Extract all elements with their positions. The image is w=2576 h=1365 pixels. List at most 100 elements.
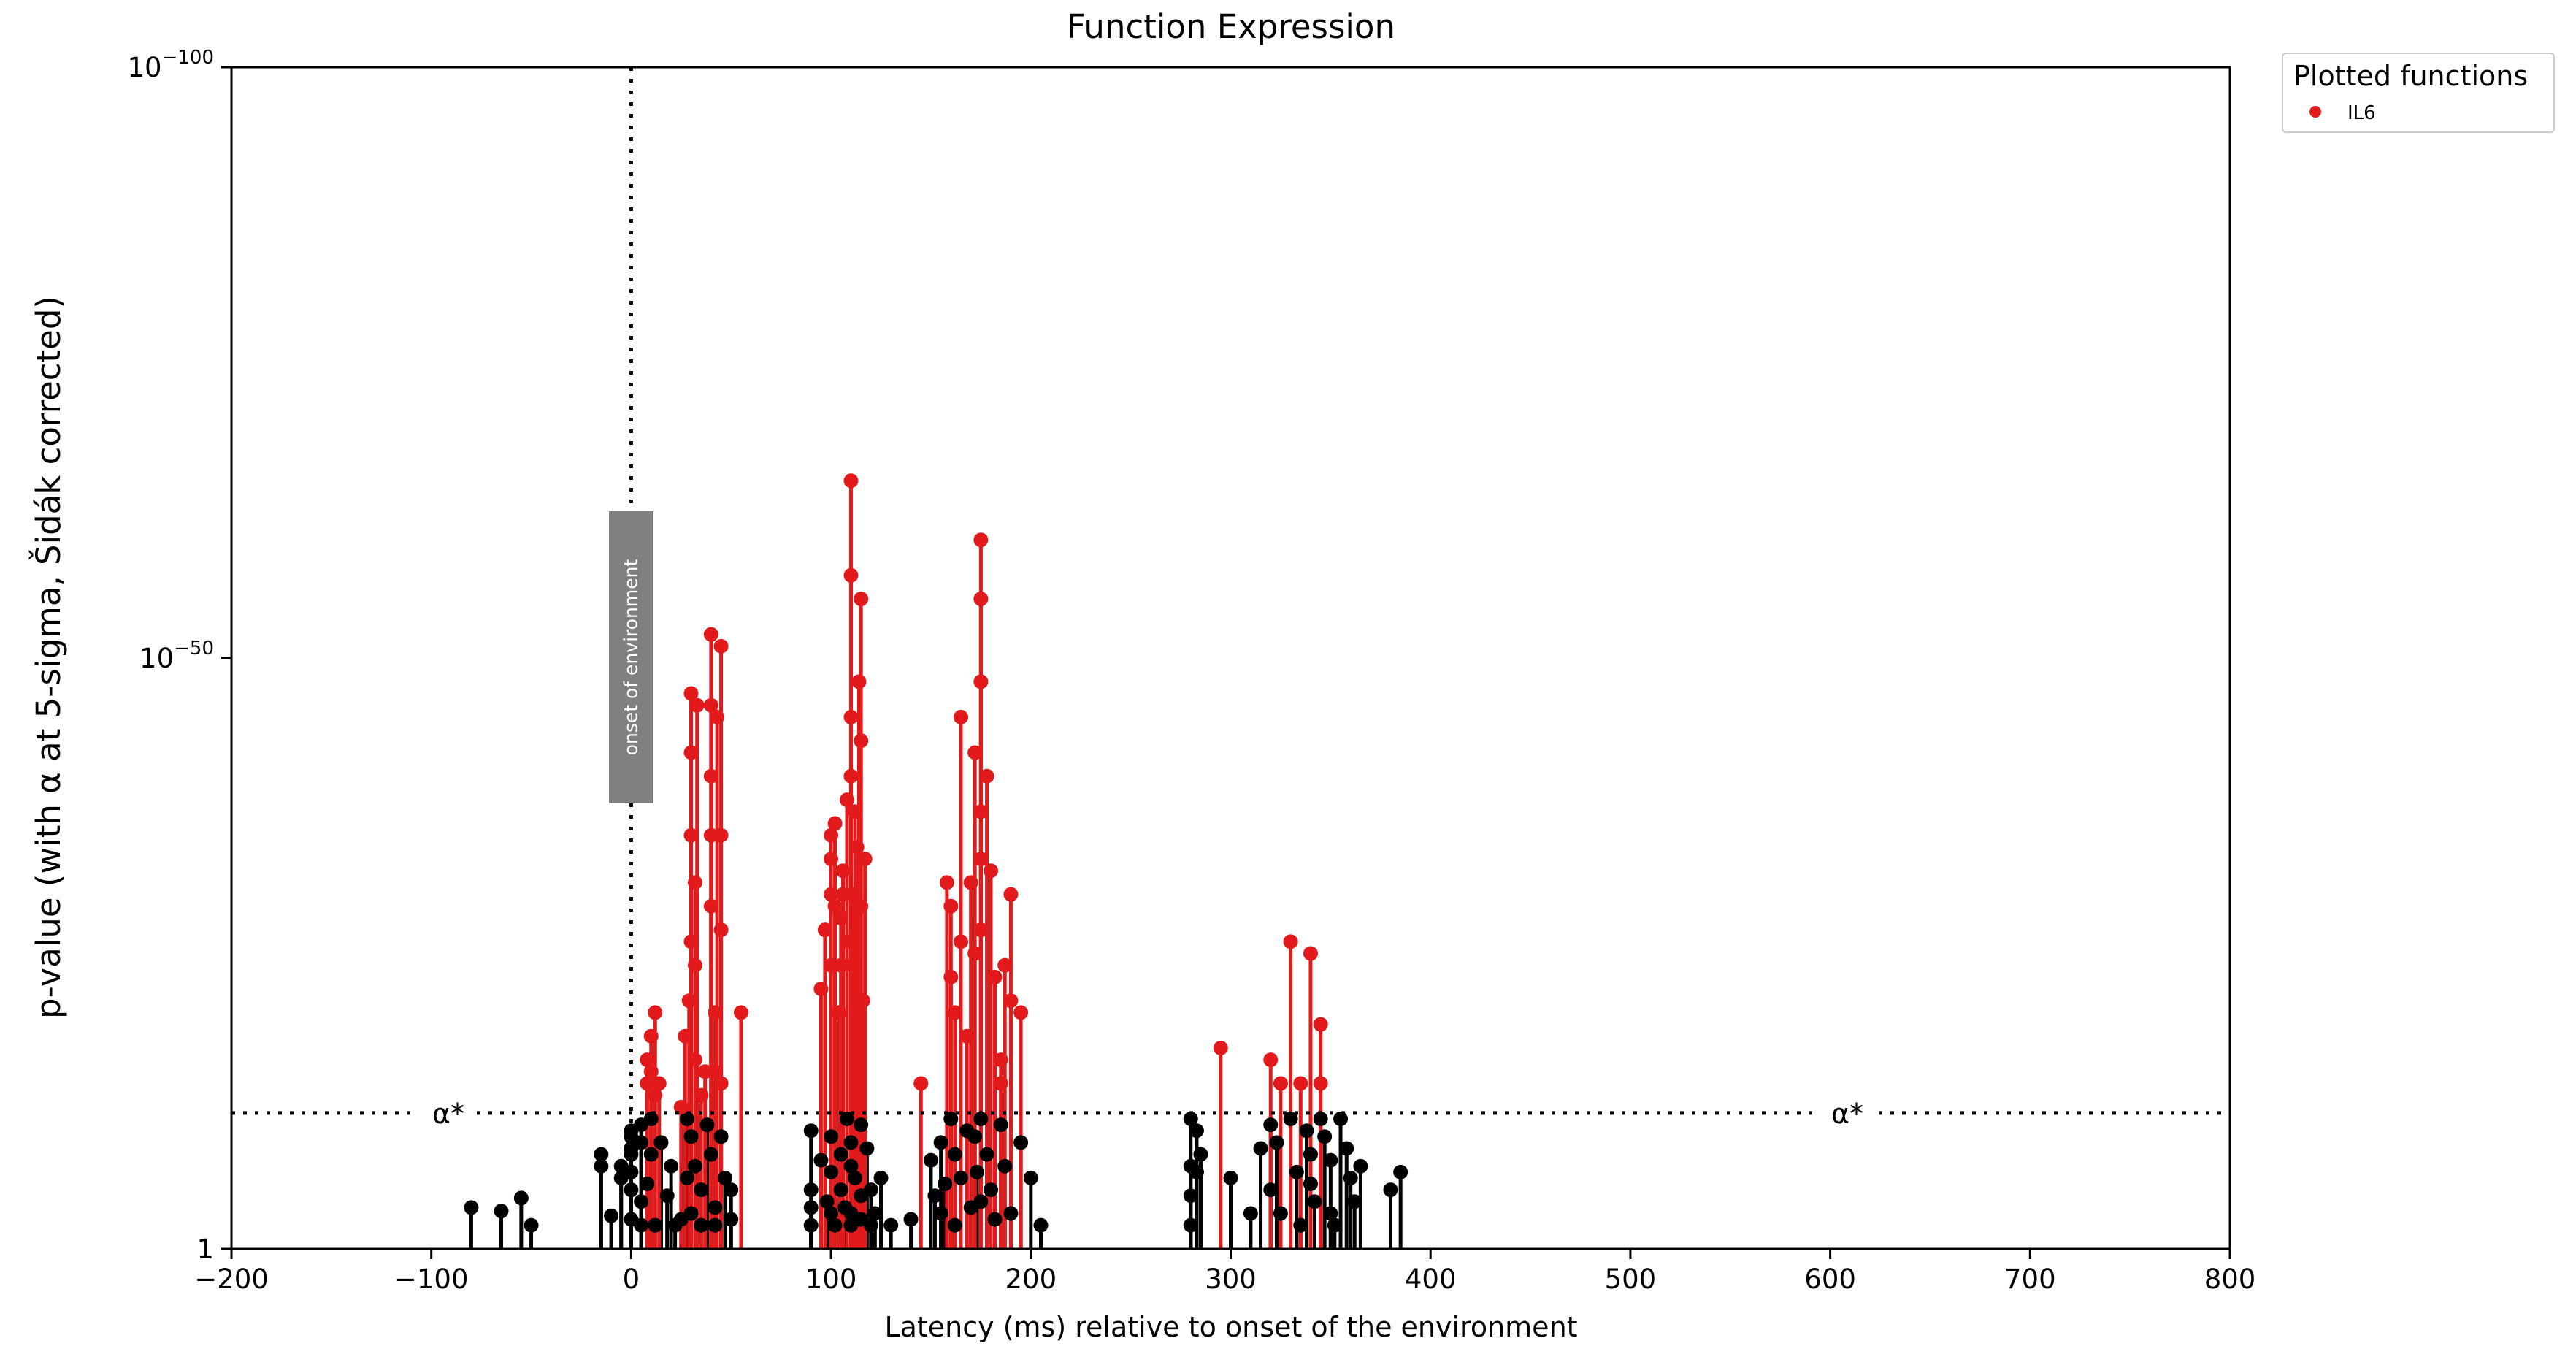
significant-point [683,745,699,760]
significant-point [987,969,1003,984]
nonsignificant-point [683,1129,699,1144]
nonsignificant-point [1307,1194,1322,1209]
nonsignificant-point [1183,1188,1198,1204]
nonsignificant-point [703,1147,718,1162]
nonsignificant-point [1299,1123,1314,1139]
nonsignificant-point [993,1117,1008,1133]
significant-point [954,709,969,724]
nonsignificant-point [824,1164,839,1179]
nonsignificant-point [1003,1206,1019,1221]
nonsignificant-point [954,1170,969,1185]
significant-point [824,852,839,867]
significant-point [973,592,989,607]
nonsignificant-point [1327,1217,1342,1233]
nonsignificant-point [973,1112,989,1127]
nonsignificant-point [819,1194,835,1209]
significant-point [1013,1005,1029,1020]
nonsignificant-point [843,1135,859,1150]
significant-point [643,1028,659,1044]
plot-frame [230,66,2231,1250]
nonsignificant-point [979,1147,994,1162]
significant-point [851,674,867,689]
significant-point [1273,1076,1288,1091]
significant-point [683,934,699,949]
significant-point [824,827,839,843]
legend-marker-il6 [2309,106,2321,118]
significant-point [1003,993,1019,1009]
significant-point [959,1028,975,1044]
alpha-label-bg-right [1818,1096,1877,1132]
significant-point [839,934,854,949]
nonsignificant-point [1013,1135,1029,1150]
significant-point [843,709,859,724]
nonsignificant-point [640,1177,655,1192]
significant-point [713,922,729,938]
nonsignificant-point [687,1158,702,1174]
nonsignificant-point [947,1217,962,1233]
nonsignificant-point [1347,1194,1362,1209]
significant-point [694,1087,709,1103]
significant-point [824,887,839,902]
y-tick-label: 10−100 [127,47,214,83]
significant-point [683,827,699,843]
nonsignificant-point [1273,1206,1288,1221]
significant-point [847,804,862,819]
nonsignificant-point [938,1177,953,1192]
nonsignificant-point [708,1217,723,1233]
significant-point [713,1076,729,1091]
significant-point [1313,1017,1328,1032]
nonsignificant-point [718,1170,733,1185]
nonsignificant-point [1243,1206,1258,1221]
significant-point [1263,1052,1279,1068]
nonsignificant-point [524,1217,539,1233]
significant-point [973,674,989,689]
nonsignificant-point [967,1129,983,1144]
significant-point [683,686,699,701]
nonsignificant-point [1333,1112,1349,1127]
y-axis-label: p-value (with α at 5-sigma, Šidák correc… [29,296,68,1019]
significant-point [703,627,718,642]
significant-point [1313,1076,1328,1091]
nonsignificant-point [1223,1170,1238,1185]
significant-point [843,768,859,784]
significant-point [703,697,718,713]
significant-point [943,969,959,984]
significant-point [687,875,702,890]
nonsignificant-point [1269,1135,1284,1150]
x-tick-label: −100 [394,1263,469,1295]
nonsignificant-point [1189,1164,1204,1179]
significant-point [1293,1076,1308,1091]
significant-point [993,1052,1008,1068]
nonsignificant-point [1263,1117,1279,1133]
x-tick-label: 800 [2204,1263,2256,1295]
nonsignificant-point [803,1123,819,1139]
significant-point [973,532,989,548]
significant-point [963,875,978,890]
nonsignificant-point [803,1182,819,1198]
significant-point [1213,1040,1228,1055]
nonsignificant-point [927,1188,943,1204]
nonsignificant-point [643,1147,659,1162]
nonsignificant-point [634,1217,649,1233]
significant-point [643,1064,659,1079]
nonsignificant-point [659,1188,675,1204]
nonsignificant-point [933,1135,948,1150]
significant-point [1283,934,1298,949]
onset-label: onset of environment [621,559,642,756]
nonsignificant-point [648,1217,663,1233]
significant-point [703,898,718,914]
nonsignificant-point [604,1208,619,1223]
significant-point [857,852,873,867]
significant-point [710,709,725,724]
nonsignificant-point [859,1141,875,1156]
nonsignificant-point [1303,1177,1318,1192]
significant-point [839,792,854,808]
onset-label-box [609,511,653,803]
nonsignificant-point [1263,1182,1279,1198]
legend-title: Plotted functions [2293,60,2529,92]
significant-point [943,898,959,914]
significant-point [689,697,705,713]
significant-point [713,638,729,654]
nonsignificant-point [833,1182,848,1198]
y-axis: 1 10−50 10−100 [127,47,231,1265]
